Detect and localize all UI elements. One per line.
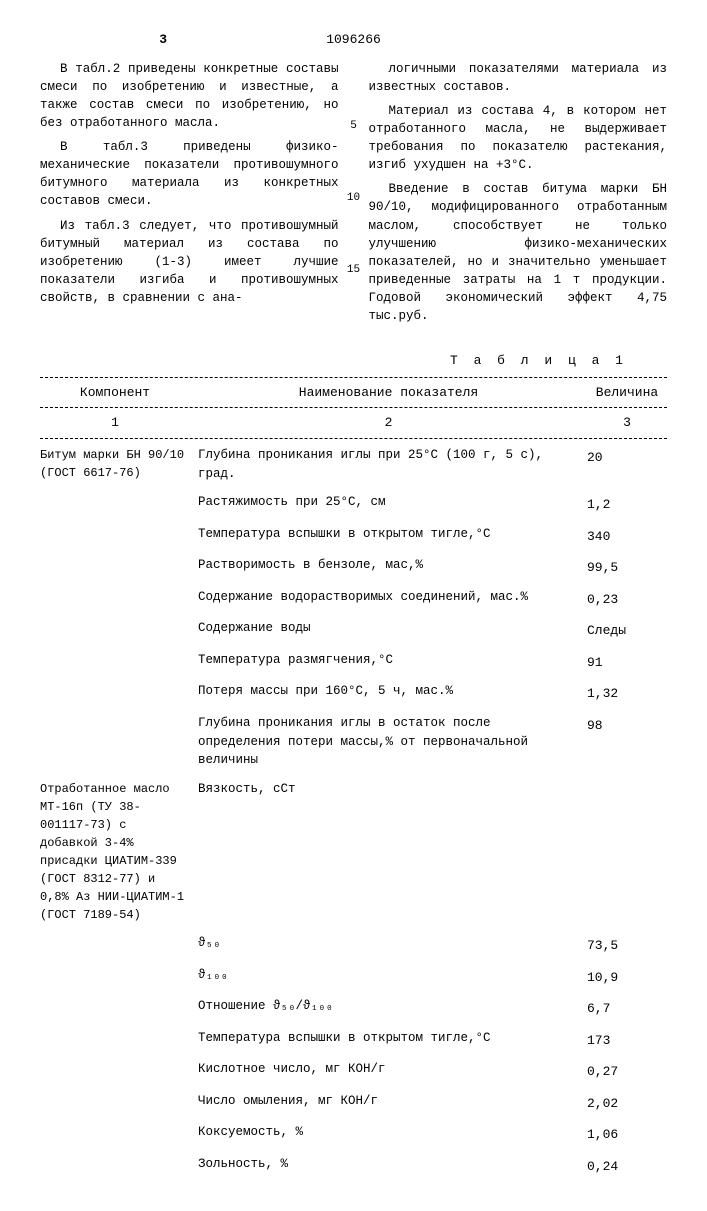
table-rule [40,377,667,378]
paragraph: логичными показателями материала из изве… [369,60,668,96]
left-column: В табл.2 приведены конкретные составы см… [40,60,339,332]
parameter-value: 340 [587,525,667,547]
parameter-value: 2,02 [587,1092,667,1114]
parameter-value: 73,5 [587,934,667,956]
parameter-value: Следы [587,619,667,641]
parameter-name: Температура размягчения,°С [198,651,587,670]
parameter-value: 1,06 [587,1123,667,1145]
table-row: ϑ₁₀₀10,9 [40,961,667,993]
parameter-value: 0,23 [587,588,667,610]
paragraph: В табл.2 приведены конкретные составы см… [40,60,339,133]
page-header: 3 1096266 [40,30,667,50]
parameter-value [587,780,667,782]
parameter-value: 20 [587,446,667,468]
table-row: Отношение ϑ₅₀/ϑ₁₀₀6,7 [40,992,667,1024]
paragraph: Из табл.3 следует, что противошумный бит… [40,217,339,308]
table-row: Битум марки БН 90/10 (ГОСТ 6617-76)Глуби… [40,441,667,489]
parameter-name: Растворимость в бензоле, мас,% [198,556,587,575]
table-row: Число омыления, мг КОН/г2,02 [40,1087,667,1119]
table-rule [40,438,667,439]
parameter-name: Число омыления, мг КОН/г [198,1092,587,1111]
table-row: Содержание водорастворимых соединений, м… [40,583,667,615]
table-header-row: Компонент Наименование показателя Величи… [40,380,667,406]
parameter-value: 0,27 [587,1060,667,1082]
table-row: Содержание водыСледы [40,614,667,646]
parameter-value: 1,2 [587,493,667,515]
paragraph: В табл.3 приведены физико-механические п… [40,138,339,211]
parameter-value: 98 [587,714,667,736]
table-row: Температура размягчения,°С91 [40,646,667,678]
col-num: 2 [198,413,587,433]
parameter-value: 173 [587,1029,667,1051]
table-subheader-row: 1 2 3 [40,410,667,436]
parameter-name: Температура вспышки в открытом тигле,°С [198,1029,587,1048]
col-num: 1 [40,413,198,433]
parameter-value: 99,5 [587,556,667,578]
line-marker: 5 [350,118,357,135]
parameter-name: Коксуемость, % [198,1123,587,1142]
parameter-name: Потеря массы при 160°С, 5 ч, мас.% [198,682,587,701]
parameter-value: 1,32 [587,682,667,704]
parameter-name: Растяжимость при 25°С, см [198,493,587,512]
col-num: 3 [587,413,667,433]
right-column: логичными показателями материала из изве… [369,60,668,332]
page-num-left: 3 [40,30,286,50]
table-row: Коксуемость, %1,06 [40,1118,667,1150]
component-cell: Отработанное масло МТ-16п (ТУ 38-001117-… [40,780,198,924]
table-row: Растяжимость при 25°С, см1,2 [40,488,667,520]
col-header: Величина [587,383,667,403]
parameter-value: 10,9 [587,966,667,988]
parameter-value: 6,7 [587,997,667,1019]
parameter-value: 91 [587,651,667,673]
parameter-name: Зольность, % [198,1155,587,1174]
document-number: 1096266 [286,30,421,50]
table-row: Зольность, %0,24 [40,1150,667,1182]
table-body: Битум марки БН 90/10 (ГОСТ 6617-76)Глуби… [40,441,667,1181]
parameter-name: Кислотное число, мг КОН/г [198,1060,587,1079]
table-rule [40,407,667,408]
table-row: Глубина проникания иглы в остаток после … [40,709,667,775]
col-header: Наименование показателя [198,383,587,403]
line-marker: 10 [347,190,360,207]
table-row: Отработанное масло МТ-16п (ТУ 38-001117-… [40,775,667,929]
component-cell: Битум марки БН 90/10 (ГОСТ 6617-76) [40,446,198,482]
col-header: Компонент [40,383,198,403]
line-marker: 15 [347,262,360,279]
paragraph: Материал из состава 4, в котором нет отр… [369,102,668,175]
table-row: Температура вспышки в открытом тигле,°С1… [40,1024,667,1056]
parameter-name: Содержание водорастворимых соединений, м… [198,588,587,607]
paragraph: Введение в состав битума марки БН 90/10,… [369,180,668,325]
parameter-name: Вязкость, сСт [198,780,587,799]
parameter-name: Температура вспышки в открытом тигле,°С [198,525,587,544]
parameter-name: Содержание воды [198,619,587,638]
parameter-value: 0,24 [587,1155,667,1177]
parameter-name: ϑ₁₀₀ [198,966,587,985]
table-title: Т а б л и ц а 1 [40,351,627,371]
table-row: Потеря массы при 160°С, 5 ч, мас.%1,32 [40,677,667,709]
parameter-name: Глубина проникания иглы в остаток после … [198,714,587,770]
table-row: Растворимость в бензоле, мас,%99,5 [40,551,667,583]
table-row: ϑ₅₀73,5 [40,929,667,961]
table-row: Кислотное число, мг КОН/г0,27 [40,1055,667,1087]
parameter-name: ϑ₅₀ [198,934,587,953]
parameter-name: Глубина проникания иглы при 25°С (100 г,… [198,446,587,484]
table-row: Температура вспышки в открытом тигле,°С3… [40,520,667,552]
